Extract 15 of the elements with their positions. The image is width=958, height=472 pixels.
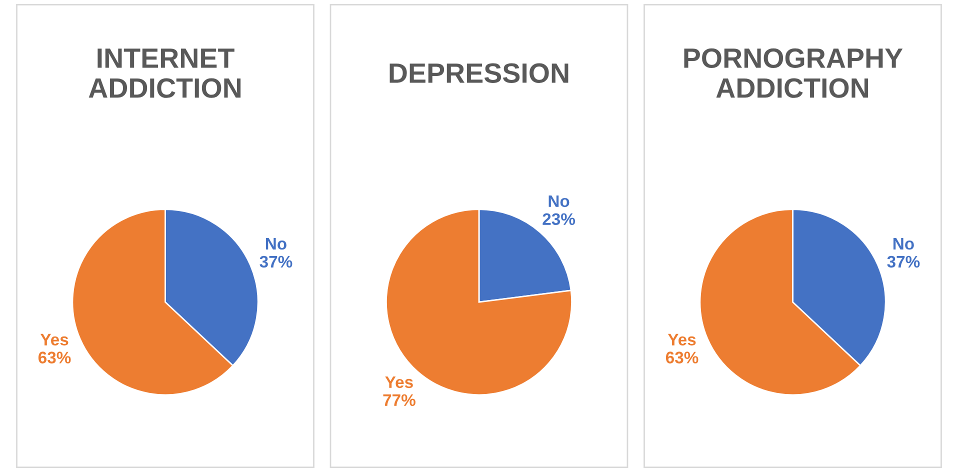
data-label: 63% (666, 352, 698, 364)
data-label: 77% (383, 394, 416, 406)
slice-label: No (893, 238, 914, 250)
slice-label: Yes (668, 334, 696, 346)
slice-label: No (266, 238, 286, 250)
chart-title: INTERNET ADDICTION (88, 48, 241, 98)
data-label: 37% (887, 256, 920, 268)
slice-label: Yes (40, 334, 68, 346)
slice-label: Yes (385, 376, 413, 388)
data-label: 63% (38, 352, 71, 364)
chart-title: PORNOGRAPHY ADDICTION (684, 48, 903, 98)
data-label: 23% (542, 213, 576, 226)
slice-label: No (548, 195, 570, 208)
data-label: 37% (260, 256, 292, 268)
chart-title: DEPRESSION (390, 63, 568, 83)
